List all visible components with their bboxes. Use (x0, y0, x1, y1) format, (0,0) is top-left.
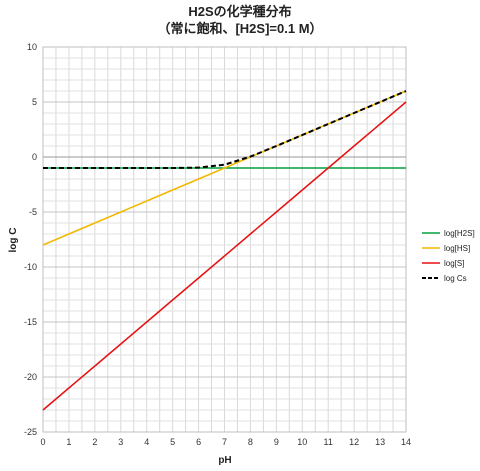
x-tick-label: 1 (66, 437, 71, 447)
y-tick-label: -15 (24, 317, 37, 327)
y-tick-label: -5 (29, 207, 37, 217)
x-axis-label: pH (218, 455, 231, 466)
x-tick-label: 14 (401, 437, 411, 447)
x-tick-label: 2 (92, 437, 97, 447)
chart-title: H2Sの化学種分布 (188, 4, 291, 19)
x-tick-label: 10 (297, 437, 307, 447)
chart-subtitle: （常に飽和、[H2S]=0.1 M） (157, 21, 322, 36)
legend-entry: log[S] (444, 259, 464, 268)
y-tick-label: 10 (27, 42, 37, 52)
x-tick-label: 5 (170, 437, 175, 447)
x-tick-label: 4 (144, 437, 149, 447)
x-tick-label: 8 (248, 437, 253, 447)
x-tick-label: 7 (222, 437, 227, 447)
y-tick-label: 5 (32, 97, 37, 107)
legend-entry: log[HS] (444, 244, 470, 253)
x-tick-label: 12 (349, 437, 359, 447)
series-line-2 (42, 101, 407, 411)
x-tick-label: 9 (274, 437, 279, 447)
legend-entry: log Cs (444, 274, 467, 283)
y-tick-label: -20 (24, 372, 37, 382)
series-line-3 (43, 90, 407, 169)
y-tick-label: -25 (24, 427, 37, 437)
y-tick-labels: 10 5 0 -5 -10 -15 -20 -25 (24, 42, 37, 437)
legend-entry: log[H2S] (444, 229, 475, 238)
y-tick-label: -10 (24, 262, 37, 272)
x-tick-label: 6 (196, 437, 201, 447)
grid (42, 46, 407, 433)
y-tick-label: 0 (32, 152, 37, 162)
plot-area-border (42, 46, 407, 433)
y-axis-label: log C (8, 228, 19, 253)
x-tick-labels: 0 1 2 3 4 5 6 7 8 9 10 11 12 13 14 (40, 437, 411, 447)
series-group (42, 90, 407, 411)
x-tick-label: 3 (118, 437, 123, 447)
axes (42, 46, 407, 433)
x-tick-label: 0 (40, 437, 45, 447)
x-tick-label: 13 (375, 437, 385, 447)
legend: log[H2S] log[HS] log[S] log Cs (422, 229, 475, 283)
x-tick-label: 11 (324, 437, 333, 447)
series-line-1 (42, 90, 407, 246)
